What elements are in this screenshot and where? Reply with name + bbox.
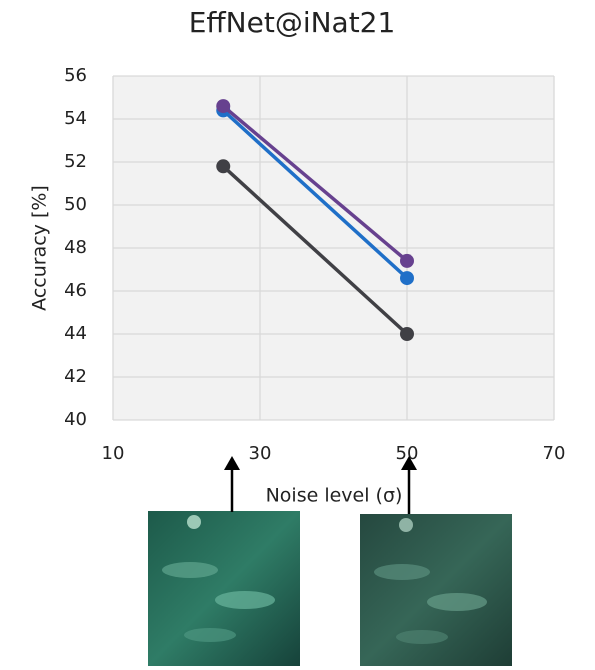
data-point [400, 271, 414, 286]
y-tick-label: 48 [64, 237, 87, 258]
image-high-noise [360, 514, 512, 666]
x-tick-label: 10 [102, 443, 125, 464]
image-low-noise [148, 511, 300, 666]
data-point [400, 327, 414, 341]
data-point [216, 99, 231, 114]
y-tick-label: 46 [64, 280, 87, 301]
x-axis-label: Noise level (σ) [266, 485, 403, 507]
x-tick-label: 50 [396, 443, 419, 464]
y-tick-label: 54 [64, 108, 87, 129]
y-tick-label: 50 [64, 194, 87, 215]
series-line [222, 165, 409, 336]
x-tick-label: 30 [249, 443, 272, 464]
series-line [222, 109, 409, 280]
y-tick-label: 42 [64, 366, 87, 387]
arrows [224, 456, 417, 514]
data-point [400, 253, 414, 268]
y-tick-label: 44 [64, 323, 87, 344]
y-tick-label: 52 [64, 151, 87, 172]
x-tick-label: 70 [543, 443, 566, 464]
series-line [222, 104, 409, 263]
y-tick-label: 40 [64, 409, 87, 430]
data-point [216, 159, 231, 174]
y-tick-label: 56 [64, 65, 87, 86]
chart-title: EffNet@iNat21 [189, 6, 396, 39]
y-axis-label: Accuracy [%] [29, 185, 51, 311]
